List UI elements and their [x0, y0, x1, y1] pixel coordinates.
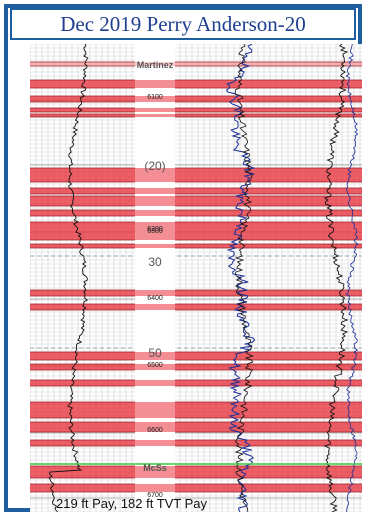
page-title: Dec 2019 Perry Anderson-20	[60, 11, 306, 36]
depth-track-pay-band	[135, 466, 175, 478]
depth-track-pay-band	[135, 364, 175, 370]
pay-bands	[30, 61, 362, 493]
pay-band	[30, 196, 362, 206]
depth-track-pay-band	[135, 114, 175, 117]
depth-track-pay-band	[135, 484, 175, 492]
pay-band	[30, 96, 362, 102]
depth-track-pay-band	[135, 108, 175, 112]
depth-track	[135, 44, 175, 512]
depth-track-pay-band	[135, 80, 175, 88]
pay-band	[30, 108, 362, 112]
depth-track-pay-band	[135, 290, 175, 296]
marker-label-50: 50	[148, 346, 162, 360]
depth-track-pay-band	[135, 196, 175, 206]
depth-track-pay-band	[135, 96, 175, 102]
pay-band	[30, 188, 362, 194]
pay-band	[30, 210, 362, 216]
pay-band	[30, 352, 362, 360]
depth-label-6300: 6300	[147, 228, 163, 235]
pay-band	[30, 80, 362, 88]
pay-band	[30, 380, 362, 386]
log-curves	[48, 44, 359, 512]
depth-label-6400: 6400	[147, 295, 163, 302]
depth-track-pay-bands	[135, 62, 175, 492]
curve-gamma-ray	[48, 44, 89, 512]
pay-band	[30, 364, 362, 370]
pay-band	[30, 466, 362, 478]
depth-label-6100: 6100	[147, 94, 163, 101]
pay-band	[30, 484, 362, 492]
depth-track-pay-band	[135, 210, 175, 216]
title-box: Dec 2019 Perry Anderson-20	[10, 8, 356, 40]
marker-label-30: 30	[148, 255, 162, 269]
formation-label-martinez: Martinez	[137, 60, 174, 70]
formation-label-mcss: McSs	[143, 463, 167, 473]
depth-track-pay-band	[135, 304, 175, 310]
pay-band	[30, 114, 362, 117]
depth-track-pay-band	[135, 188, 175, 194]
curve-neutron	[345, 44, 359, 512]
pay-band	[30, 440, 362, 446]
depth-label-6200: 6200	[147, 226, 163, 233]
pay-band	[30, 222, 362, 240]
depth-label-6500: 6500	[147, 362, 163, 369]
depth-track-pay-band	[135, 440, 175, 446]
depth-track-pay-band	[135, 222, 175, 240]
depth-track-pay-band	[135, 244, 175, 248]
curve-resistivity	[225, 44, 256, 512]
depth-track-pay-band	[135, 380, 175, 386]
pay-band	[30, 62, 362, 66]
depth-track-pay-band	[135, 422, 175, 432]
pay-summary: 219 ft Pay, 182 ft TVT Pay	[56, 496, 208, 511]
depth-track-pay-band	[135, 168, 175, 182]
log-background	[30, 44, 362, 512]
depth-track-pay-band	[135, 352, 175, 360]
pay-band	[30, 422, 362, 432]
pay-band	[30, 290, 362, 296]
depth-label-6600: 6600	[147, 427, 163, 434]
marker-label-20: (20)	[144, 159, 165, 173]
curve-density	[323, 44, 349, 512]
depth-label-6700: 6700	[147, 492, 163, 499]
pay-band	[30, 402, 362, 418]
depth-track-pay-band	[135, 62, 175, 66]
curve-resistivity-secondary	[234, 44, 254, 512]
pay-band	[30, 168, 362, 182]
pay-band	[30, 304, 362, 310]
depth-track-pay-band	[135, 402, 175, 418]
pay-band	[30, 244, 362, 248]
